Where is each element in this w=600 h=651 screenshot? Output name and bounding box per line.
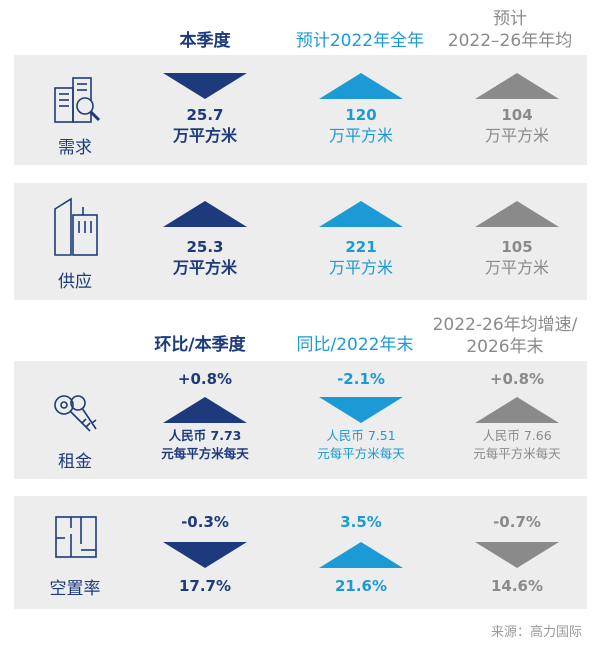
rent-growth-unit: 元每平方米每天	[473, 446, 561, 461]
demand-current-unit: 万平方米	[172, 126, 237, 145]
header-qoq: 环比/本季度	[154, 335, 246, 355]
demand-label: 需求	[58, 138, 92, 158]
building-outline-icon	[54, 197, 98, 256]
arrow-up-icon	[163, 397, 247, 423]
supply-forecast-2022-cell: 221 万平方米	[276, 201, 446, 279]
header-growth-line2: 2026年末	[466, 337, 544, 357]
source-note: 来源：高力国际	[490, 625, 582, 640]
rent-qoq-cell: +0.8% 人民币 7.73 元每平方米每天	[120, 369, 290, 463]
vacancy-qoq-change: -0.3%	[181, 513, 229, 531]
arrow-down-icon	[163, 542, 247, 568]
arrow-up-icon	[475, 73, 559, 99]
supply-current-cell: 25.3 万平方米	[120, 201, 290, 279]
rent-yoy-change: -2.1%	[337, 370, 385, 388]
rent-label: 租金	[58, 452, 92, 472]
rent-yoy-price: 人民币 7.51	[326, 428, 396, 443]
floorplan-icon	[55, 516, 97, 558]
supply-forecast-average-unit: 万平方米	[484, 258, 549, 277]
arrow-up-icon	[319, 542, 403, 568]
supply-forecast-average-value: 105	[501, 238, 533, 256]
rent-yoy-cell: -2.1% 人民币 7.51 元每平方米每天	[276, 369, 446, 463]
rent-growth-change: +0.8%	[489, 370, 545, 388]
vacancy-panel: 空置率 -0.3% 17.7% 3.5% 21.6% -0.7% 14.6%	[14, 496, 587, 609]
arrow-up-icon	[475, 397, 559, 423]
supply-current-value: 25.3	[186, 238, 224, 256]
supply-current-unit: 万平方米	[172, 258, 237, 277]
vacancy-yoy-cell: 3.5% 21.6%	[276, 512, 446, 596]
building-search-icon	[54, 77, 101, 123]
demand-forecast-2022-value: 120	[345, 106, 377, 124]
demand-forecast-2022-cell: 120 万平方米	[276, 73, 446, 147]
vacancy-label: 空置率	[49, 579, 101, 599]
demand-forecast-average-unit: 万平方米	[484, 126, 549, 145]
arrow-up-icon	[475, 201, 559, 227]
rent-panel: 租金 +0.8% 人民币 7.73 元每平方米每天 -2.1% 人民币 7.51…	[14, 361, 587, 479]
header-growth: 2022-26年均增速/ 2026年末	[410, 314, 600, 358]
supply-panel: 供应 25.3 万平方米 221 万平方米 105 万平方米	[14, 183, 587, 300]
header-growth-line1: 2022-26年均增速/	[432, 315, 578, 335]
demand-current-value: 25.7	[186, 106, 224, 124]
rent-growth-price: 人民币 7.66	[482, 428, 552, 443]
vacancy-growth-cell: -0.7% 14.6%	[432, 512, 600, 596]
supply-forecast-2022-unit: 万平方米	[328, 258, 393, 277]
vacancy-yoy-change: 3.5%	[340, 513, 382, 531]
vacancy-qoq-rate: 17.7%	[178, 577, 232, 595]
vacancy-growth-rate: 14.6%	[490, 577, 544, 595]
arrow-up-icon	[163, 201, 247, 227]
rent-qoq-unit: 元每平方米每天	[161, 446, 249, 461]
vacancy-qoq-cell: -0.3% 17.7%	[120, 512, 290, 596]
demand-panel: 需求 25.7 万平方米 120 万平方米 104 万平方米	[14, 55, 587, 165]
demand-forecast-average-cell: 104 万平方米	[432, 73, 600, 147]
header-forecast-2022: 预计2022年全年	[295, 31, 425, 51]
header-forecast-average-line1: 预计	[493, 9, 527, 29]
supply-forecast-2022-value: 221	[345, 238, 377, 256]
rent-yoy-unit: 元每平方米每天	[317, 446, 405, 461]
rent-qoq-change: +0.8%	[177, 370, 233, 388]
header-current-quarter: 本季度	[179, 31, 231, 51]
demand-current-cell: 25.7 万平方米	[120, 73, 290, 147]
supply-forecast-average-cell: 105 万平方米	[432, 201, 600, 279]
header-forecast-average: 预计 2022–26年年均	[425, 8, 595, 52]
demand-forecast-average-value: 104	[501, 106, 533, 124]
arrow-up-icon	[319, 201, 403, 227]
arrow-down-icon	[319, 397, 403, 423]
arrow-down-icon	[475, 542, 559, 568]
header-yoy: 同比/2022年末	[296, 335, 414, 355]
rent-growth-cell: +0.8% 人民币 7.66 元每平方米每天	[432, 369, 600, 463]
arrow-up-icon	[319, 73, 403, 99]
vacancy-growth-change: -0.7%	[493, 513, 541, 531]
rent-qoq-price: 人民币 7.73	[168, 428, 242, 443]
arrow-down-icon	[163, 73, 247, 99]
supply-label: 供应	[58, 272, 92, 292]
vacancy-yoy-rate: 21.6%	[334, 577, 388, 595]
demand-forecast-2022-unit: 万平方米	[328, 126, 393, 145]
keys-icon	[54, 395, 97, 432]
header-forecast-average-line2: 2022–26年年均	[447, 31, 573, 51]
